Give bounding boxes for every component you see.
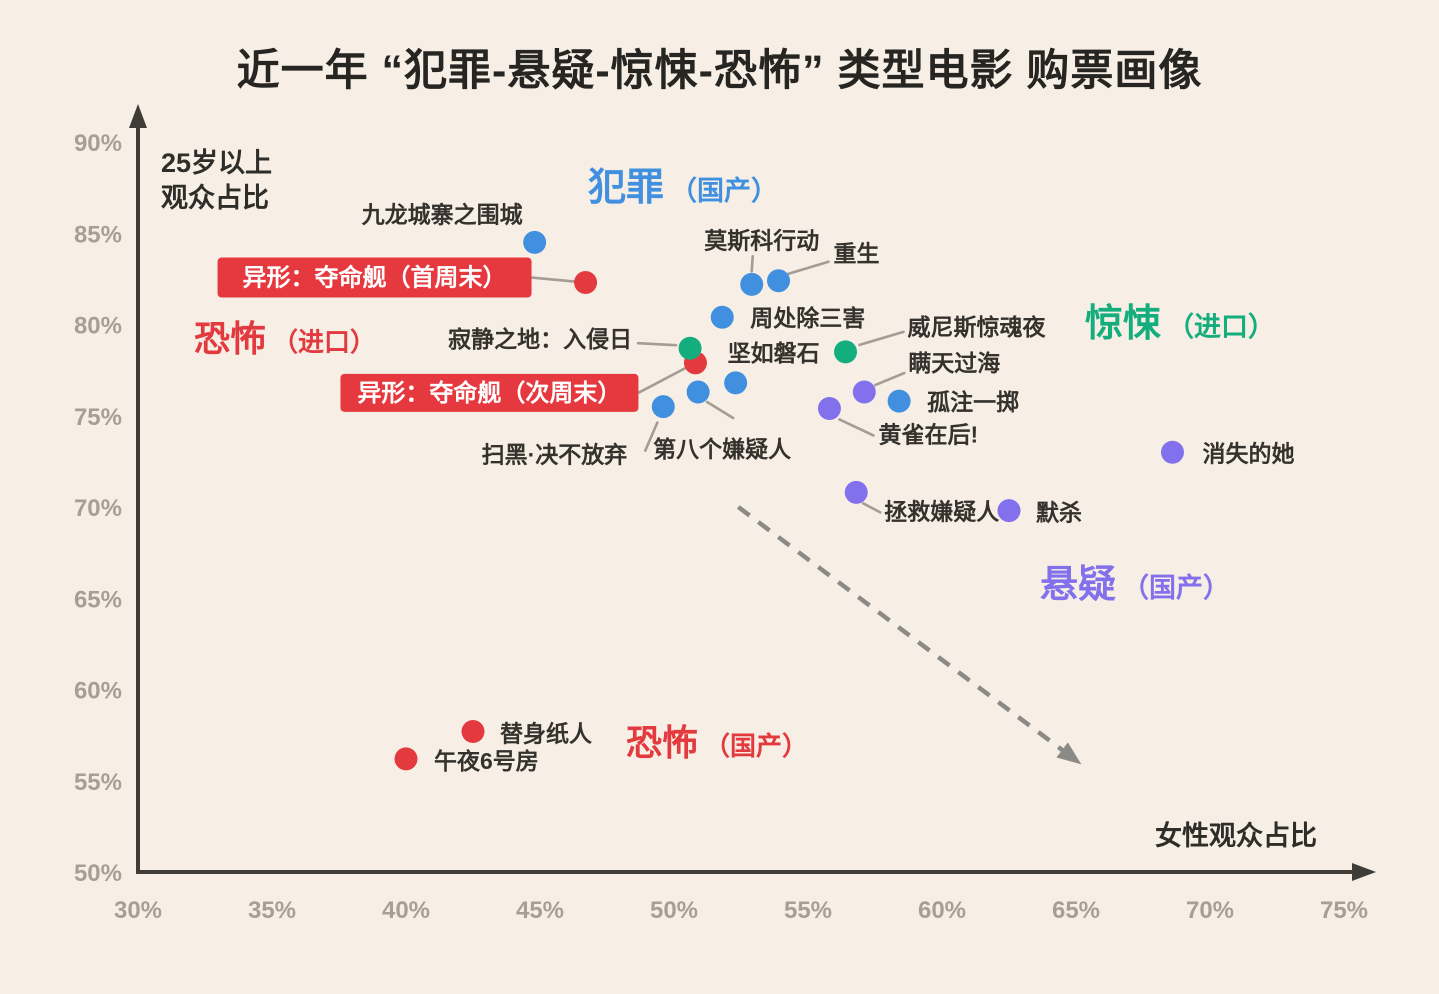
data-point bbox=[997, 499, 1021, 523]
data-point bbox=[523, 230, 547, 254]
data-point-label: 拯救嫌疑人 bbox=[884, 498, 1000, 524]
y-axis-title: 25岁以上 观众占比 bbox=[161, 146, 272, 216]
data-point-label: 孤注一掷 bbox=[927, 389, 1019, 415]
trend-arrow-line bbox=[736, 505, 1072, 758]
x-axis-title: 女性观众占比 bbox=[1155, 821, 1317, 851]
data-point bbox=[887, 389, 911, 413]
y-axis-title-line1: 25岁以上 bbox=[161, 148, 273, 178]
data-point bbox=[461, 719, 485, 743]
data-point-label: 寂静之地：入侵日 bbox=[448, 326, 632, 352]
y-tick-label: 60% bbox=[74, 678, 122, 705]
label-connector bbox=[636, 341, 678, 347]
chart-title: 近一年 “犯罪-悬疑-惊悚-恐怖” 类型电影 购票画像 bbox=[236, 47, 1203, 95]
data-point bbox=[724, 371, 748, 395]
data-point-label: 重生 bbox=[834, 241, 880, 267]
genre-label-thriller-import: 惊悚 （进口） bbox=[1085, 303, 1275, 345]
data-point bbox=[844, 480, 868, 504]
data-point-label: 黄雀在后! bbox=[878, 421, 978, 447]
data-point bbox=[710, 305, 734, 329]
y-tick-label: 85% bbox=[74, 221, 122, 248]
x-tick-label: 40% bbox=[382, 897, 430, 924]
data-point bbox=[767, 269, 791, 293]
label-connector bbox=[750, 255, 755, 273]
genre-label-crime-domestic: 犯罪 （国产） bbox=[588, 167, 778, 209]
callout-box-label: 异形：夺命舰（首周末） bbox=[243, 264, 507, 292]
y-tick-label: 90% bbox=[74, 130, 122, 157]
genre-label-horror-import: 恐怖 （进口） bbox=[194, 318, 376, 359]
data-point-label: 坚如磐石 bbox=[728, 340, 820, 366]
x-tick-label: 55% bbox=[784, 897, 832, 924]
data-point-label: 莫斯科行动 bbox=[704, 227, 819, 253]
trend-arrowhead bbox=[1056, 742, 1082, 765]
data-point bbox=[1160, 440, 1184, 464]
data-point-label: 扫黑·决不放弃 bbox=[482, 442, 628, 468]
data-point bbox=[740, 272, 764, 296]
data-point bbox=[394, 747, 418, 771]
x-tick-label: 70% bbox=[1186, 897, 1234, 924]
data-point-label: 默杀 bbox=[1036, 500, 1082, 526]
data-point-label: 第八个嫌疑人 bbox=[653, 436, 792, 462]
data-point-label: 消失的她 bbox=[1202, 440, 1294, 466]
y-axis-title-line2: 观众占比 bbox=[161, 183, 269, 214]
x-axis-arrowhead bbox=[1352, 863, 1376, 881]
y-tick-label: 50% bbox=[74, 860, 122, 887]
label-connector bbox=[643, 421, 659, 452]
label-connector bbox=[705, 400, 735, 420]
label-connector bbox=[838, 418, 875, 437]
callout-box-label: 异形：夺命舰（次周末） bbox=[357, 379, 621, 407]
callout-box bbox=[340, 373, 639, 412]
data-point-label: 午夜6号房 bbox=[434, 748, 539, 774]
x-tick-label: 60% bbox=[918, 897, 966, 924]
x-tick-label: 30% bbox=[114, 897, 162, 924]
y-axis-arrowhead bbox=[129, 104, 147, 128]
y-tick-label: 55% bbox=[74, 769, 122, 796]
data-point-label: 九龙城寨之围城 bbox=[361, 201, 523, 227]
label-connector bbox=[873, 371, 906, 387]
y-tick-label: 65% bbox=[74, 586, 122, 613]
label-connector bbox=[858, 330, 905, 347]
x-tick-label: 35% bbox=[248, 897, 296, 924]
x-tick-label: 75% bbox=[1320, 897, 1368, 924]
genre-label-suspense-domestic: 悬疑 （国产） bbox=[1040, 564, 1230, 606]
x-tick-label: 50% bbox=[650, 897, 698, 924]
data-point bbox=[651, 395, 675, 419]
label-connector bbox=[787, 260, 830, 276]
callout-box bbox=[217, 257, 532, 298]
data-point bbox=[686, 380, 710, 404]
data-point bbox=[852, 380, 876, 404]
data-point bbox=[817, 396, 841, 420]
x-tick-label: 65% bbox=[1052, 897, 1100, 924]
data-point-label: 瞒天过海 bbox=[908, 350, 1000, 376]
genre-label-horror-domestic: 恐怖 （国产） bbox=[626, 722, 808, 763]
y-tick-label: 75% bbox=[74, 404, 122, 431]
x-tick-label: 45% bbox=[516, 897, 564, 924]
data-point-label: 周处除三害 bbox=[750, 305, 865, 331]
data-point bbox=[834, 340, 858, 364]
data-point-label: 替身纸人 bbox=[500, 720, 593, 746]
data-point bbox=[574, 271, 598, 295]
y-tick-label: 70% bbox=[74, 495, 122, 522]
label-connector bbox=[861, 502, 882, 514]
y-tick-label: 80% bbox=[74, 313, 122, 340]
data-point-label: 威尼斯惊魂夜 bbox=[908, 314, 1047, 340]
data-point bbox=[678, 336, 702, 360]
